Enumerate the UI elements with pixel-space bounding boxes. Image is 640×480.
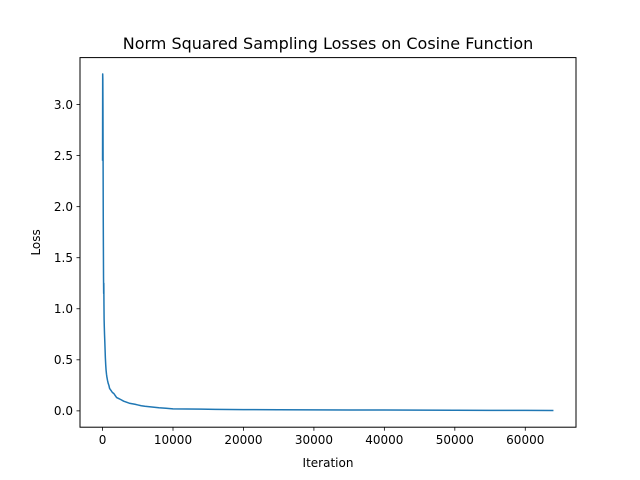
x-tick-label: 50000 [436, 433, 474, 447]
y-tick-label: 2.5 [54, 149, 73, 163]
y-tick-label: 0.5 [54, 353, 73, 367]
chart-title: Norm Squared Sampling Losses on Cosine F… [123, 34, 534, 53]
y-tick-label: 3.0 [54, 98, 73, 112]
axes-frame [79, 57, 577, 428]
plot-layer [101, 73, 554, 412]
y-axis: 0.0 0.5 1.0 1.5 2.0 2.5 3.0 [54, 98, 80, 418]
x-tick-label: 10000 [154, 433, 192, 447]
x-tick-label: 30000 [295, 433, 333, 447]
x-axis-label: Iteration [303, 456, 354, 470]
x-tick-label: 40000 [365, 433, 403, 447]
y-tick-label: 1.0 [54, 302, 73, 316]
y-tick-label: 2.0 [54, 200, 73, 214]
loss-series-line [101, 73, 554, 412]
y-tick-label: 0.0 [54, 404, 73, 418]
x-tick-label: 0 [99, 433, 107, 447]
y-axis-label: Loss [29, 229, 43, 255]
x-axis: 0 10000 20000 30000 40000 50000 60000 [99, 427, 544, 447]
y-tick-label: 1.5 [54, 251, 73, 265]
x-tick-label: 20000 [224, 433, 262, 447]
x-tick-label: 60000 [506, 433, 544, 447]
